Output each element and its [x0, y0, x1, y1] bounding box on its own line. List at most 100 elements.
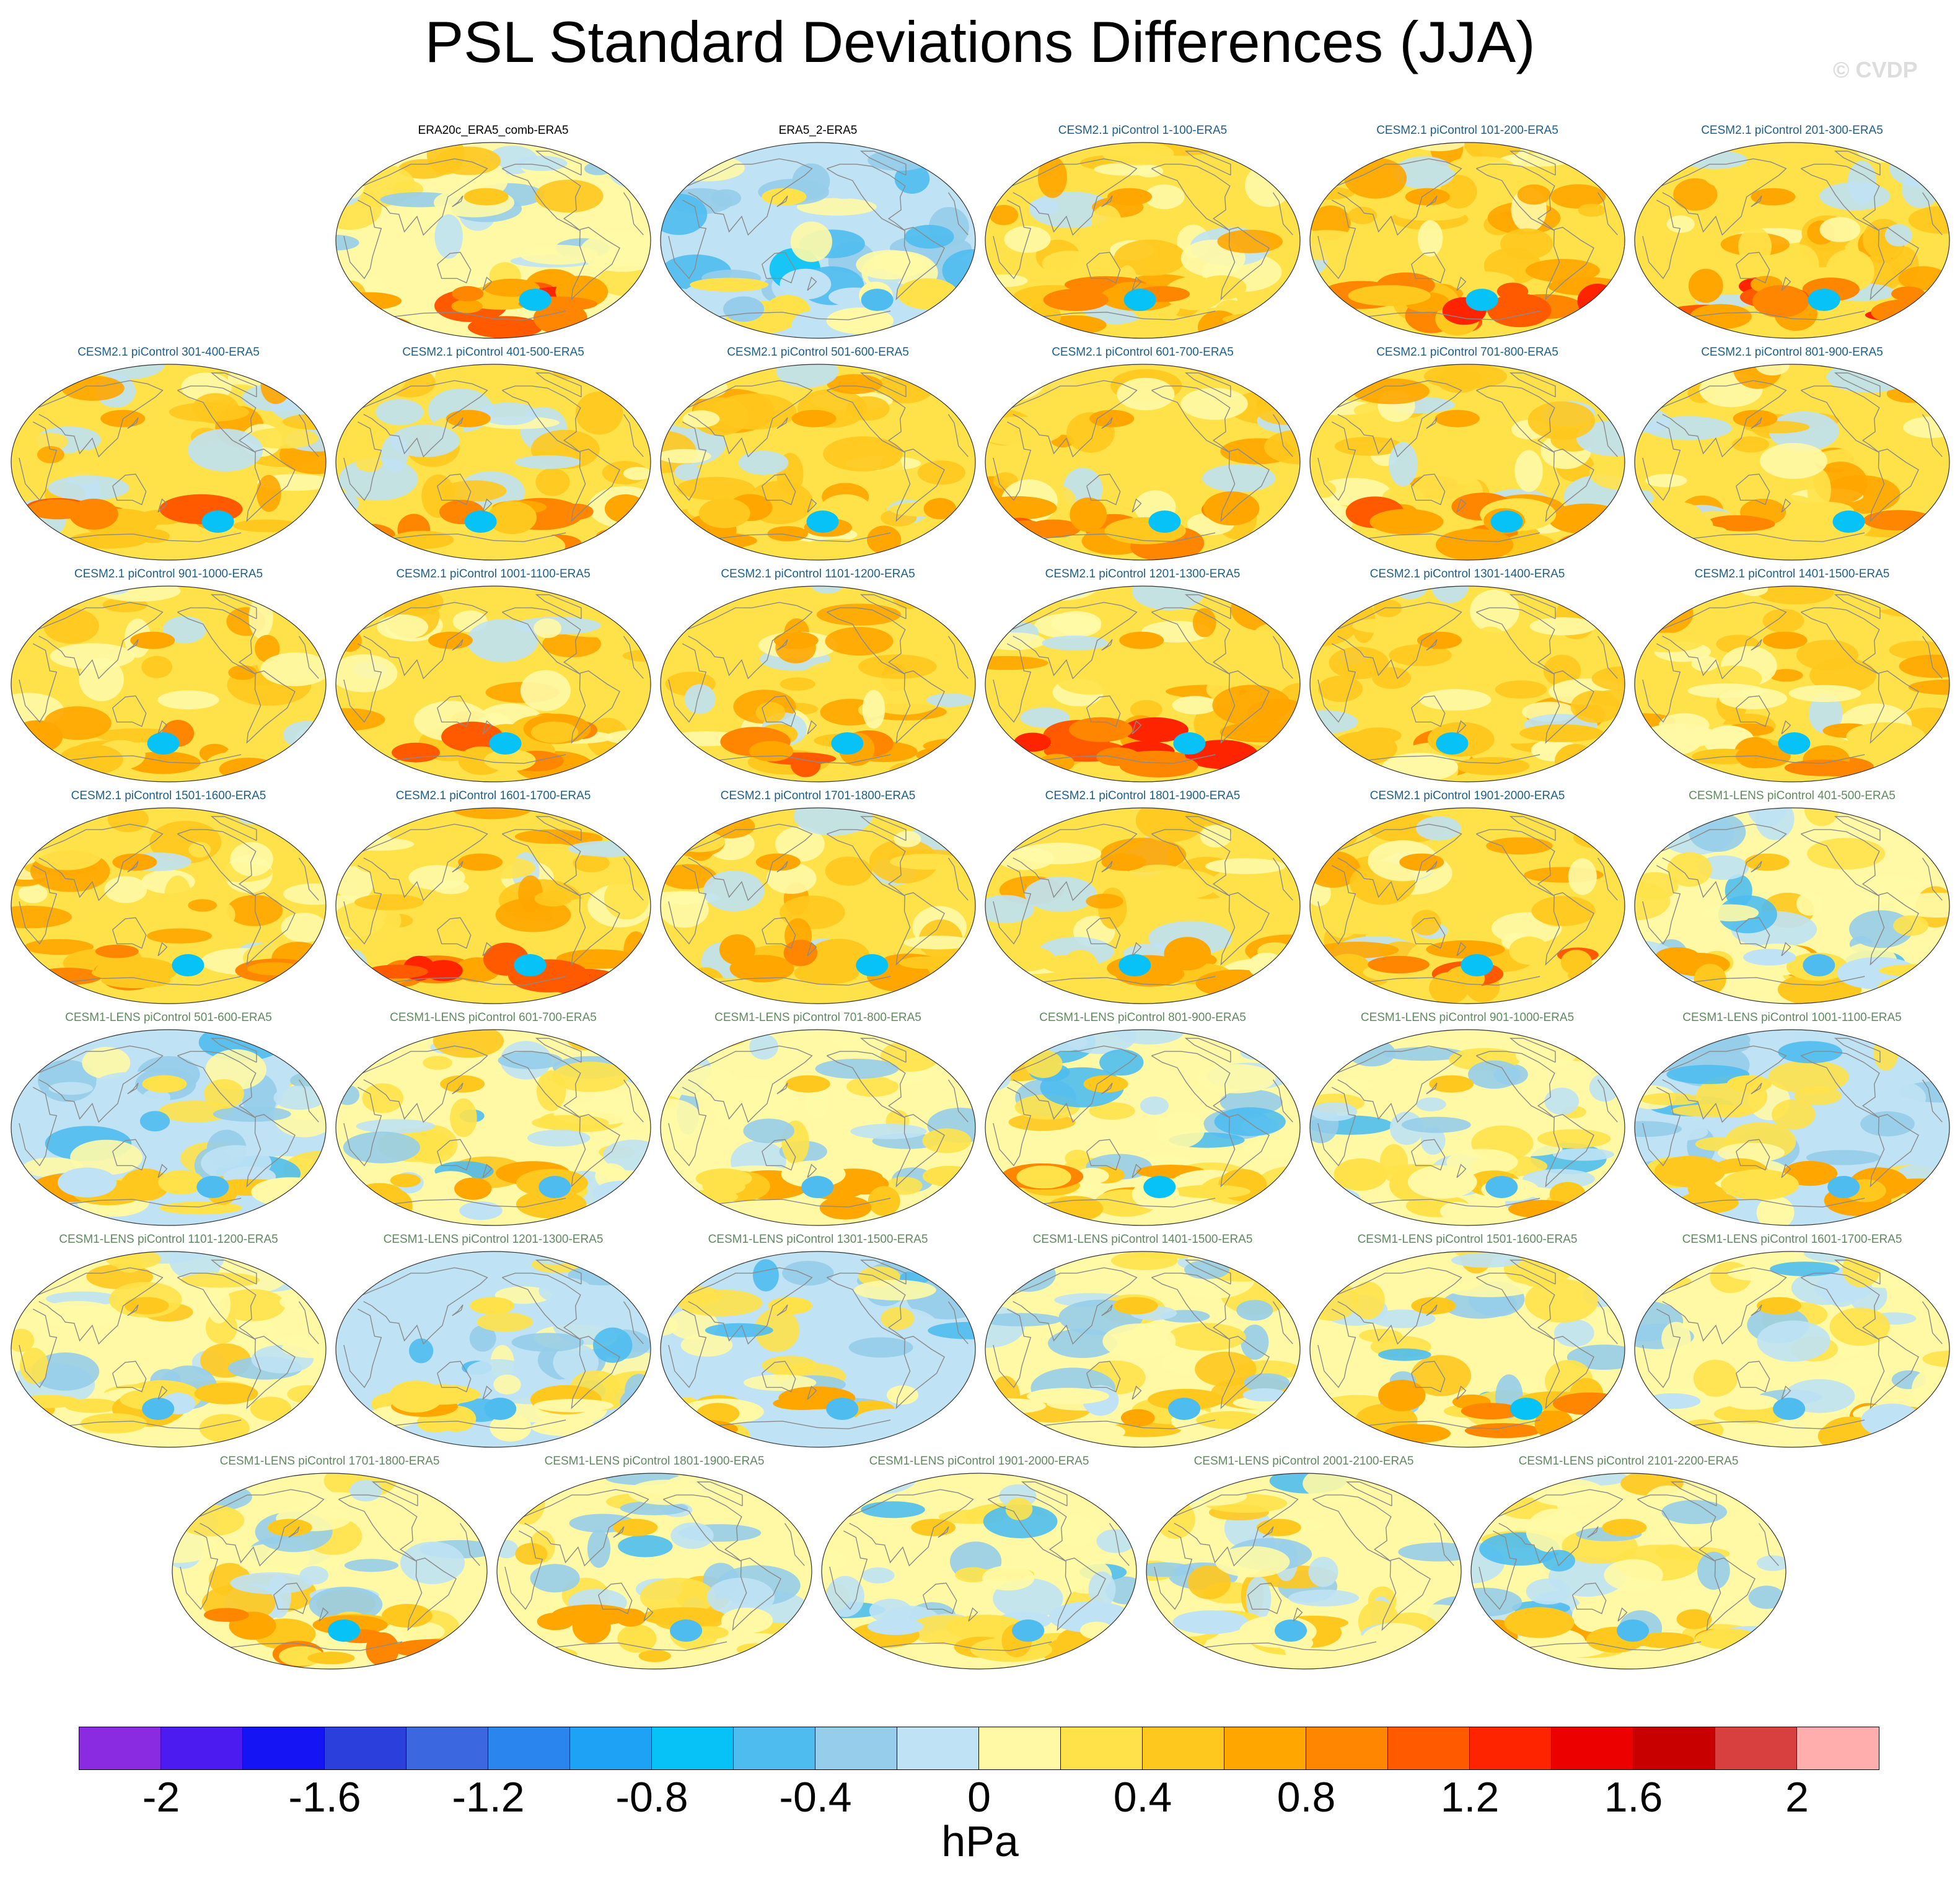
north-pacific-blob	[1435, 410, 1480, 427]
southern-ocean-blob	[897, 278, 958, 310]
field-layer	[1310, 1251, 1625, 1447]
southern-ocean-blob	[468, 316, 543, 338]
map-globe	[11, 1251, 327, 1448]
field-blob	[1310, 592, 1332, 636]
coastline	[1011, 158, 1138, 236]
field-blob	[344, 156, 369, 188]
map-border	[11, 1251, 327, 1448]
coastline	[762, 1360, 796, 1393]
coastline	[127, 417, 139, 429]
field-blob	[682, 142, 710, 160]
north-pacific-blob	[1101, 853, 1146, 871]
panel-title: CESM1-LENS piControl 401-500-ERA5	[1689, 789, 1896, 802]
field-blob	[825, 856, 872, 886]
map-globe	[335, 1251, 651, 1448]
panel-title: CESM2.1 piControl 701-800-ERA5	[1376, 346, 1558, 359]
coastline	[1834, 594, 1881, 620]
coastline	[1101, 1082, 1113, 1095]
southern-ocean-blob	[1012, 1619, 1045, 1642]
map-border	[172, 1473, 488, 1670]
coastline	[304, 644, 319, 679]
coastline	[1336, 380, 1462, 458]
colorbar-swatch	[1306, 1727, 1389, 1770]
southern-ocean-blob	[1429, 972, 1469, 1004]
field-blob	[1277, 816, 1300, 833]
field-blob	[1529, 1478, 1606, 1507]
coastline	[1426, 417, 1438, 429]
coastline	[1870, 1336, 1919, 1409]
field-blob	[862, 690, 886, 729]
coastline	[784, 1523, 791, 1533]
coastline	[1456, 1163, 1467, 1178]
coastline	[1368, 1421, 1468, 1429]
field-blob	[1195, 1351, 1257, 1387]
southern-ocean-blob	[1641, 978, 1685, 1004]
coastline	[362, 602, 488, 680]
map-border	[496, 1473, 812, 1670]
coastline	[1011, 1267, 1138, 1345]
southern-ocean-blob	[1361, 1623, 1428, 1657]
field-blob	[670, 1522, 714, 1549]
field-blob	[1416, 1097, 1446, 1111]
field-blob	[848, 1337, 913, 1358]
field-blob	[1578, 203, 1606, 217]
southern-ocean-blob	[1567, 967, 1619, 983]
map-panel: CESM2.1 piControl 1301-1400-ERA5	[1309, 567, 1626, 783]
southern-ocean-blob	[1456, 757, 1530, 776]
field-blob	[1411, 1355, 1472, 1396]
coastline	[817, 1198, 891, 1207]
coastline	[1801, 164, 1880, 231]
coastline	[1870, 892, 1919, 966]
field-blob	[1550, 184, 1606, 209]
southern-ocean-blob	[454, 1177, 492, 1200]
map-panel: ERA5_2-ERA5	[659, 124, 977, 340]
field-blob	[169, 1251, 224, 1281]
coastline	[1368, 755, 1468, 763]
map-globe	[11, 585, 327, 782]
field-blob	[552, 1061, 629, 1092]
coastline	[776, 195, 788, 208]
field-blob	[354, 894, 424, 911]
coastline	[1791, 976, 1865, 986]
field-blob	[639, 1577, 716, 1616]
field-blob	[309, 366, 326, 404]
coastline	[1801, 1051, 1880, 1118]
southern-ocean-blob	[271, 747, 326, 775]
southern-ocean-blob	[1784, 760, 1861, 776]
coastline	[1278, 423, 1293, 457]
coastline	[493, 1419, 566, 1429]
southern-ocean-blob	[527, 1647, 578, 1662]
coastline	[1044, 755, 1143, 763]
map-border	[1634, 1251, 1950, 1448]
coastline	[1011, 823, 1138, 901]
coastline	[1086, 1139, 1121, 1171]
field-blob	[1560, 592, 1625, 610]
colorbar-swatch	[242, 1727, 325, 1770]
coastline	[598, 1582, 633, 1615]
panel-title: CESM2.1 piControl 1201-1300-ERA5	[1045, 567, 1241, 581]
field-blob	[705, 1323, 773, 1338]
map-border	[1309, 1029, 1625, 1226]
coastline	[1456, 720, 1467, 735]
coastline	[555, 1642, 655, 1650]
coastline	[938, 1526, 949, 1538]
coastline	[732, 1558, 781, 1631]
southern-ocean-blob	[1172, 1185, 1250, 1199]
map-panel: CESM2.1 piControl 1701-1800-ERA5	[659, 789, 977, 1005]
field-blob	[661, 864, 717, 890]
southern-ocean-blob	[33, 968, 103, 985]
coastline	[859, 1038, 907, 1063]
panel-title: CESM2.1 piControl 301-400-ERA5	[77, 346, 260, 359]
field-blob	[894, 831, 921, 848]
watermark: © CVDP	[1833, 57, 1918, 82]
field-blob	[1202, 464, 1276, 493]
field-blob	[142, 1089, 170, 1106]
coastline	[993, 421, 1032, 501]
map-globe	[11, 364, 327, 561]
map-panel: CESM1-LENS piControl 1501-1600-ERA5	[1309, 1233, 1626, 1448]
southern-ocean-blob	[345, 524, 395, 548]
southern-ocean-blob	[1120, 1409, 1155, 1427]
field-blob	[931, 364, 975, 398]
field-blob	[1848, 1078, 1927, 1117]
map-globe	[172, 1473, 488, 1670]
